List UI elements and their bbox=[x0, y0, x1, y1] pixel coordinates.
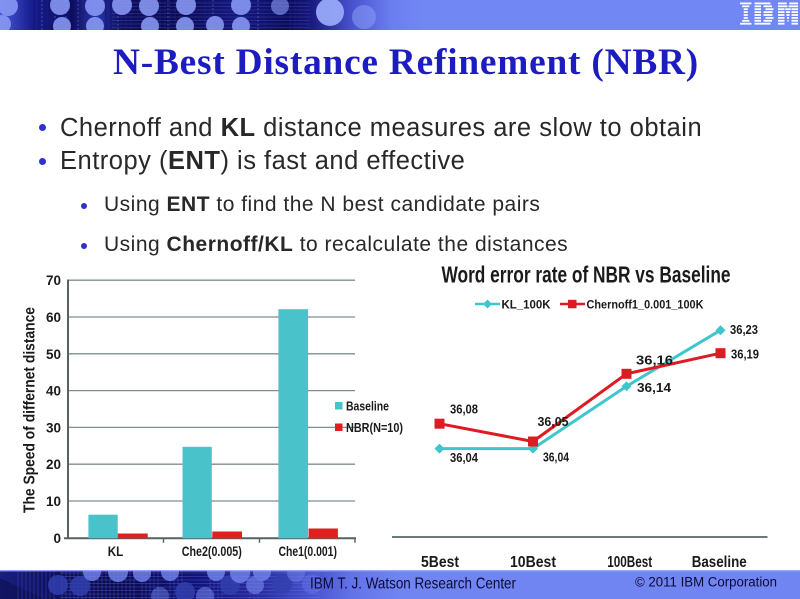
svg-text:30: 30 bbox=[46, 420, 61, 435]
svg-text:0: 0 bbox=[53, 531, 61, 546]
svg-text:NBR(N=10): NBR(N=10) bbox=[346, 420, 403, 435]
svg-text:10Best: 10Best bbox=[510, 554, 557, 571]
svg-text:36,14: 36,14 bbox=[637, 380, 672, 395]
svg-text:36,04: 36,04 bbox=[450, 450, 479, 465]
svg-text:36,16: 36,16 bbox=[636, 353, 673, 368]
svg-text:36,04: 36,04 bbox=[543, 450, 570, 465]
svg-text:36,23: 36,23 bbox=[730, 322, 758, 337]
svg-text:5Best: 5Best bbox=[421, 554, 460, 571]
svg-text:36,08: 36,08 bbox=[450, 402, 478, 417]
svg-text:Chernoff1_0.001_100K: Chernoff1_0.001_100K bbox=[587, 298, 704, 312]
svg-text:36,19: 36,19 bbox=[731, 347, 759, 362]
svg-text:Baseline: Baseline bbox=[692, 554, 747, 571]
svg-text:Baseline: Baseline bbox=[346, 399, 389, 414]
svg-text:100Best: 100Best bbox=[607, 554, 652, 571]
svg-text:50: 50 bbox=[46, 347, 61, 362]
svg-text:10: 10 bbox=[46, 494, 61, 509]
svg-text:20: 20 bbox=[46, 457, 61, 472]
svg-text:Word error rate of NBR vs Base: Word error rate of NBR vs Baseline bbox=[442, 261, 731, 287]
svg-text:KL: KL bbox=[108, 543, 124, 559]
svg-text:36,05: 36,05 bbox=[538, 414, 569, 429]
svg-text:The Speed of differnet distanc: The Speed of differnet distance bbox=[22, 307, 39, 513]
svg-text:40: 40 bbox=[46, 384, 61, 399]
svg-text:60: 60 bbox=[46, 310, 61, 325]
svg-text:KL_100K: KL_100K bbox=[502, 298, 551, 312]
svg-text:IBM T. J. Watson Research Cent: IBM T. J. Watson Research Center bbox=[310, 575, 517, 592]
svg-text:70: 70 bbox=[46, 273, 61, 288]
svg-text:Che2(0.005): Che2(0.005) bbox=[182, 543, 242, 559]
svg-text:© 2011 IBM Corporation: © 2011 IBM Corporation bbox=[635, 574, 777, 589]
svg-text:Che1(0.001): Che1(0.001) bbox=[278, 543, 337, 559]
